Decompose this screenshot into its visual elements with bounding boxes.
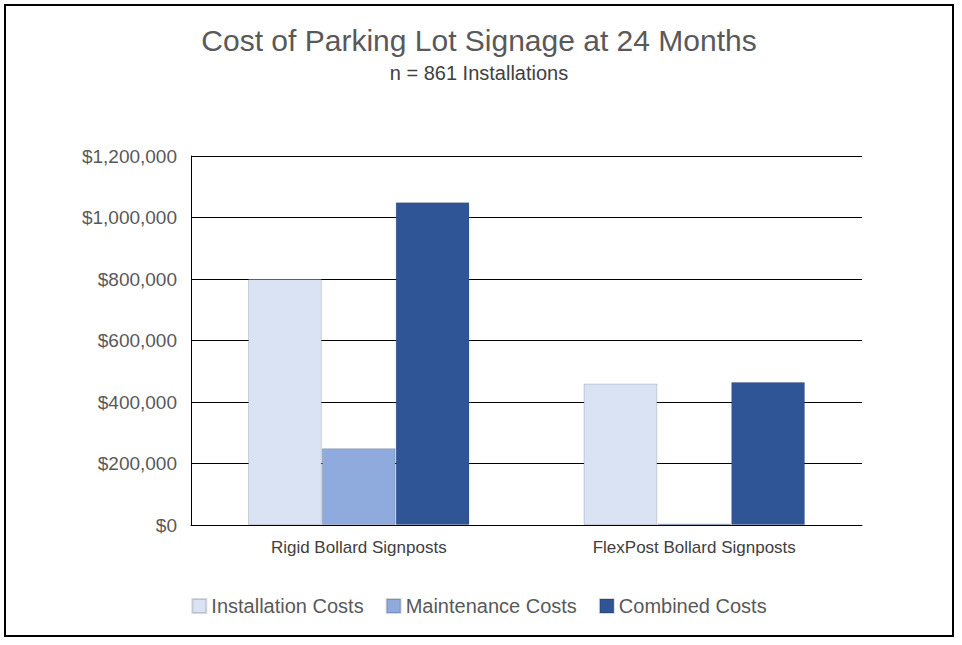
svg-text:$0: $0 bbox=[156, 515, 177, 536]
svg-text:$600,000: $600,000 bbox=[98, 330, 177, 351]
svg-text:$800,000: $800,000 bbox=[98, 269, 177, 290]
svg-text:n = 861 Installations: n = 861 Installations bbox=[390, 62, 568, 84]
svg-text:Cost of Parking Lot Signage at: Cost of Parking Lot Signage at 24 Months bbox=[201, 24, 756, 57]
svg-text:Rigid Bollard Signposts: Rigid Bollard Signposts bbox=[271, 538, 447, 557]
svg-text:Combined Costs: Combined Costs bbox=[619, 595, 767, 617]
svg-text:$200,000: $200,000 bbox=[98, 453, 177, 474]
svg-text:FlexPost Bollard Signposts: FlexPost Bollard Signposts bbox=[593, 538, 796, 557]
svg-text:Installation Costs: Installation Costs bbox=[211, 595, 363, 617]
svg-text:Maintenance Costs: Maintenance Costs bbox=[406, 595, 577, 617]
svg-text:$1,200,000: $1,200,000 bbox=[82, 146, 177, 167]
svg-text:$1,000,000: $1,000,000 bbox=[82, 207, 177, 228]
svg-text:$400,000: $400,000 bbox=[98, 392, 177, 413]
